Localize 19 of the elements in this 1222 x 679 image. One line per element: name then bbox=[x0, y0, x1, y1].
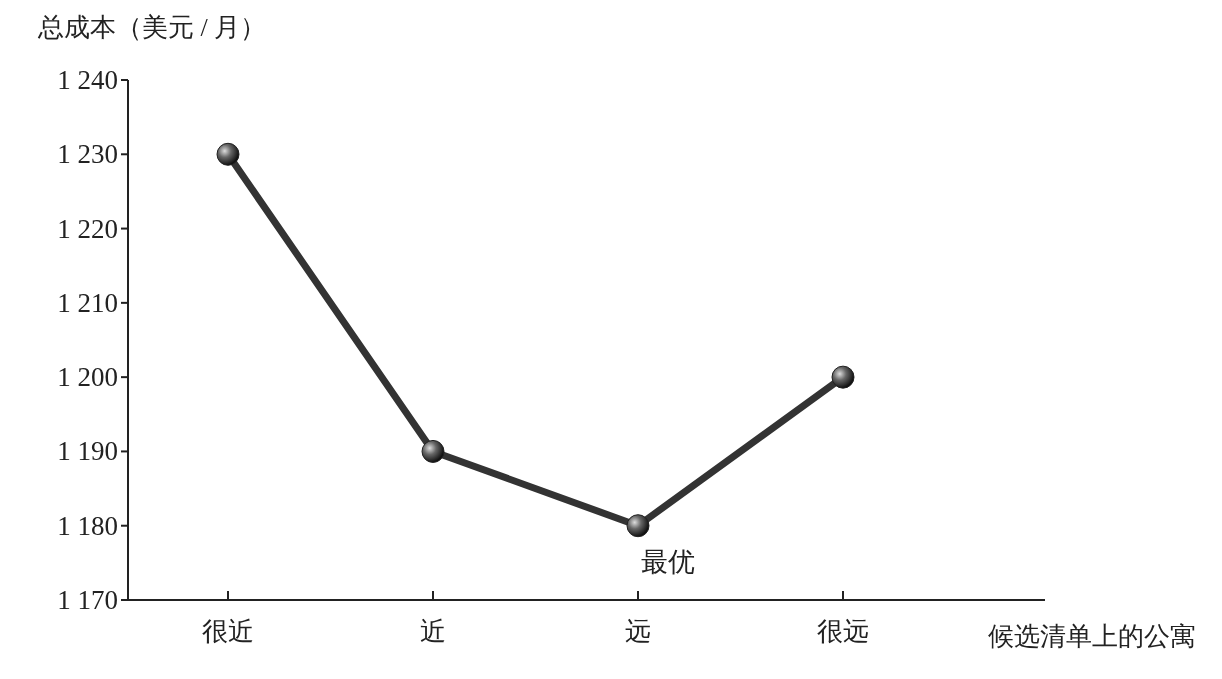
point bbox=[421, 439, 445, 463]
y-tick-label: 1 180 bbox=[57, 510, 118, 541]
y-tick-label: 1 170 bbox=[57, 585, 118, 615]
y-tick-label: 1 200 bbox=[57, 362, 118, 393]
annotation: 最优 bbox=[641, 546, 695, 577]
y-tick-label: 1 220 bbox=[57, 213, 118, 244]
x-tick-label: 很远 bbox=[817, 617, 869, 646]
point bbox=[216, 142, 240, 166]
y-tick-label: 1 210 bbox=[57, 287, 118, 318]
point bbox=[831, 365, 855, 389]
x-axis-title: 候选清单上的公寓 bbox=[988, 622, 1196, 651]
y-axis-title: 总成本（美元 / 月） bbox=[37, 13, 267, 42]
y-tick-label: 1 240 bbox=[57, 65, 118, 95]
x-tick-label: 远 bbox=[625, 617, 651, 646]
y-tick-label: 1 190 bbox=[57, 436, 118, 467]
point bbox=[626, 514, 650, 538]
y-tick-label: 1 230 bbox=[57, 139, 118, 170]
x-tick-label: 近 bbox=[420, 617, 446, 646]
x-tick-label: 很近 bbox=[202, 617, 254, 646]
